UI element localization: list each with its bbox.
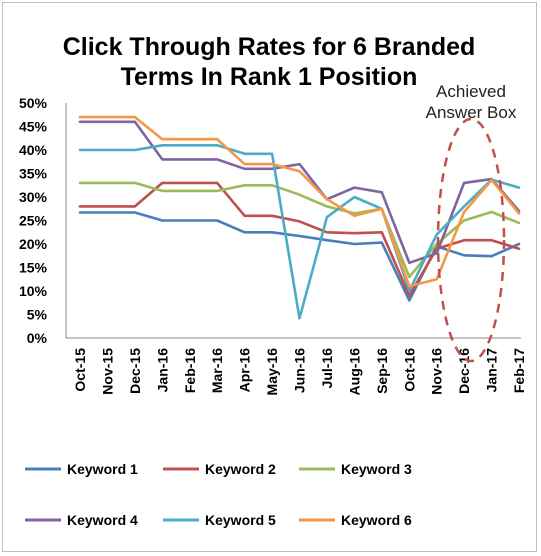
- y-tick-labels: 0% 5% 10% 15% 20% 25% 30% 35% 40% 45% 50%: [19, 95, 48, 346]
- series-line-keyword-5: [78, 144, 521, 320]
- y-tick-label: 0%: [27, 330, 48, 346]
- x-tick-label: Feb-16: [182, 348, 198, 393]
- y-tick-label: 10%: [19, 283, 48, 299]
- legend-label: Keyword 1: [67, 461, 138, 477]
- answer-box-highlight-ellipse: [436, 117, 506, 363]
- legend-label: Keyword 3: [341, 461, 412, 477]
- line-chart: Click Through Rates for 6 Branded Terms …: [19, 33, 527, 528]
- y-tick-label: 40%: [19, 142, 48, 158]
- series-lines: [78, 115, 521, 320]
- legend: Keyword 1 Keyword 2 Keyword 3 Keyword 4 Keyw…: [25, 461, 412, 528]
- series-line-keyword-3: [78, 181, 521, 279]
- x-tick-label: May-16: [264, 348, 280, 396]
- y-tick-label: 5%: [27, 307, 48, 323]
- y-tick-label: 20%: [19, 236, 48, 252]
- legend-label: Keyword 4: [67, 512, 138, 528]
- x-tick-label: Dec-15: [127, 348, 143, 394]
- legend-label: Keyword 2: [205, 461, 276, 477]
- annotation-line-2: Answer Box: [426, 103, 517, 122]
- x-tick-labels: Oct-15 Nov-15 Dec-15 Jan-16 Feb-16 Mar-16 Apr-…: [72, 348, 527, 396]
- series-line-keyword-1: [78, 211, 521, 302]
- x-tick-label: Aug-16: [346, 348, 362, 396]
- x-tick-label: Oct-15: [72, 348, 88, 392]
- x-tick-label: Mar-16: [209, 348, 225, 393]
- x-tick-label: Nov-15: [99, 348, 115, 395]
- x-tick-label: Apr-16: [237, 348, 253, 393]
- chart-title-line-2: Terms In Rank 1 Position: [121, 63, 418, 91]
- legend-label: Keyword 5: [205, 512, 276, 528]
- x-tick-label: Oct-16: [401, 348, 417, 392]
- y-tick-label: 15%: [19, 260, 48, 276]
- legend-label: Keyword 6: [341, 512, 412, 528]
- y-tick-label: 30%: [19, 189, 48, 205]
- series-line-keyword-6: [78, 115, 521, 288]
- x-tick-label: Jan-17: [484, 348, 500, 393]
- y-tick-label: 45%: [19, 119, 48, 135]
- x-tick-label: Feb-17: [511, 348, 527, 393]
- y-tick-label: 35%: [19, 166, 48, 182]
- x-tick-label: Dec-16: [456, 348, 472, 394]
- chart-title-line-1: Click Through Rates for 6 Branded: [63, 33, 476, 61]
- chart-frame: Click Through Rates for 6 Branded Terms …: [2, 2, 537, 552]
- x-tick-label: Sep-16: [374, 348, 390, 394]
- x-tick-label: Jul-16: [319, 348, 335, 389]
- x-tick-label: Jun-16: [292, 348, 308, 393]
- annotation-line-1: Achieved: [436, 82, 506, 101]
- series-line-keyword-2: [78, 181, 521, 298]
- y-tick-label: 25%: [19, 213, 48, 229]
- y-tick-label: 50%: [19, 95, 48, 111]
- x-tick-label: Nov-16: [429, 348, 445, 395]
- x-tick-label: Jan-16: [154, 348, 170, 393]
